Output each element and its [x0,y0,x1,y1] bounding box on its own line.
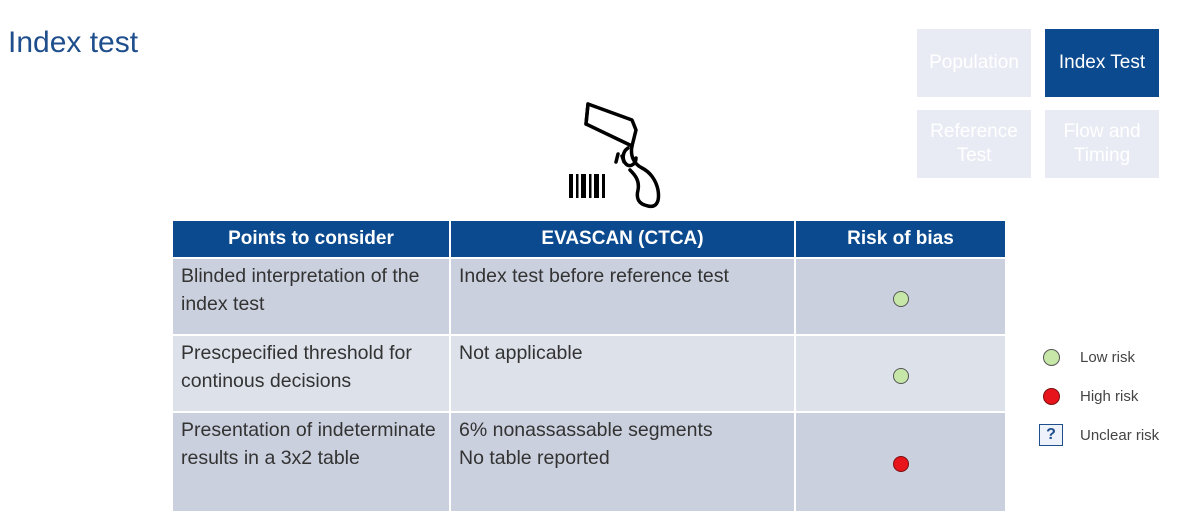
page-title: Index test [8,26,139,59]
point-cell: Blinded interpretation of the index test [173,257,451,335]
header-evascan: EVASCAN (CTCA) [450,221,796,258]
risk-legend: Low risk High risk ? Unclear risk [1036,344,1159,461]
evascan-cell: Index test before reference test [450,257,796,335]
nav-flow-and-timing[interactable]: Flow and Timing [1045,110,1159,178]
risk-cell [795,411,1005,511]
legend-high-risk: High risk [1036,383,1159,409]
risk-of-bias-table: Points to consider EVASCAN (CTCA) Risk o… [173,221,1005,511]
legend-unclear-risk: ? Unclear risk [1036,422,1159,448]
barcode-scanner-icon [569,102,661,209]
point-cell: Presentation of indeterminate results in… [173,411,451,511]
high-risk-legend-icon [1042,387,1060,405]
low-risk-legend-icon [1042,348,1060,366]
table-row: Blinded interpretation of the index test… [173,257,1005,335]
table-row: Prescpecified threshold for continous de… [173,334,1005,412]
nav-reference-test[interactable]: Reference Test [917,110,1031,178]
legend-unclear-label: Unclear risk [1080,426,1160,444]
point-cell: Prescpecified threshold for continous de… [173,334,451,412]
risk-cell [795,334,1005,412]
risk-cell [795,257,1005,335]
question-mark-icon: ? [1039,424,1063,446]
low-risk-dot-icon [892,290,909,307]
nav-index-test[interactable]: Index Test [1045,29,1159,97]
header-risk-of-bias: Risk of bias [795,221,1005,258]
evascan-cell: Not applicable [450,334,796,412]
header-points-to-consider: Points to consider [173,221,451,258]
high-risk-dot-icon [892,456,909,473]
evascan-line-2: No table reported [459,447,610,469]
evascan-cell: 6% nonassassable segments No table repor… [450,411,796,511]
low-risk-dot-icon [892,367,909,384]
legend-low-label: Low risk [1080,348,1136,366]
legend-high-label: High risk [1080,387,1139,405]
table-row: Presentation of indeterminate results in… [173,411,1005,511]
legend-low-risk: Low risk [1036,344,1159,370]
nav-population[interactable]: Population [917,29,1031,97]
evascan-line-1: 6% nonassassable segments [459,419,713,441]
